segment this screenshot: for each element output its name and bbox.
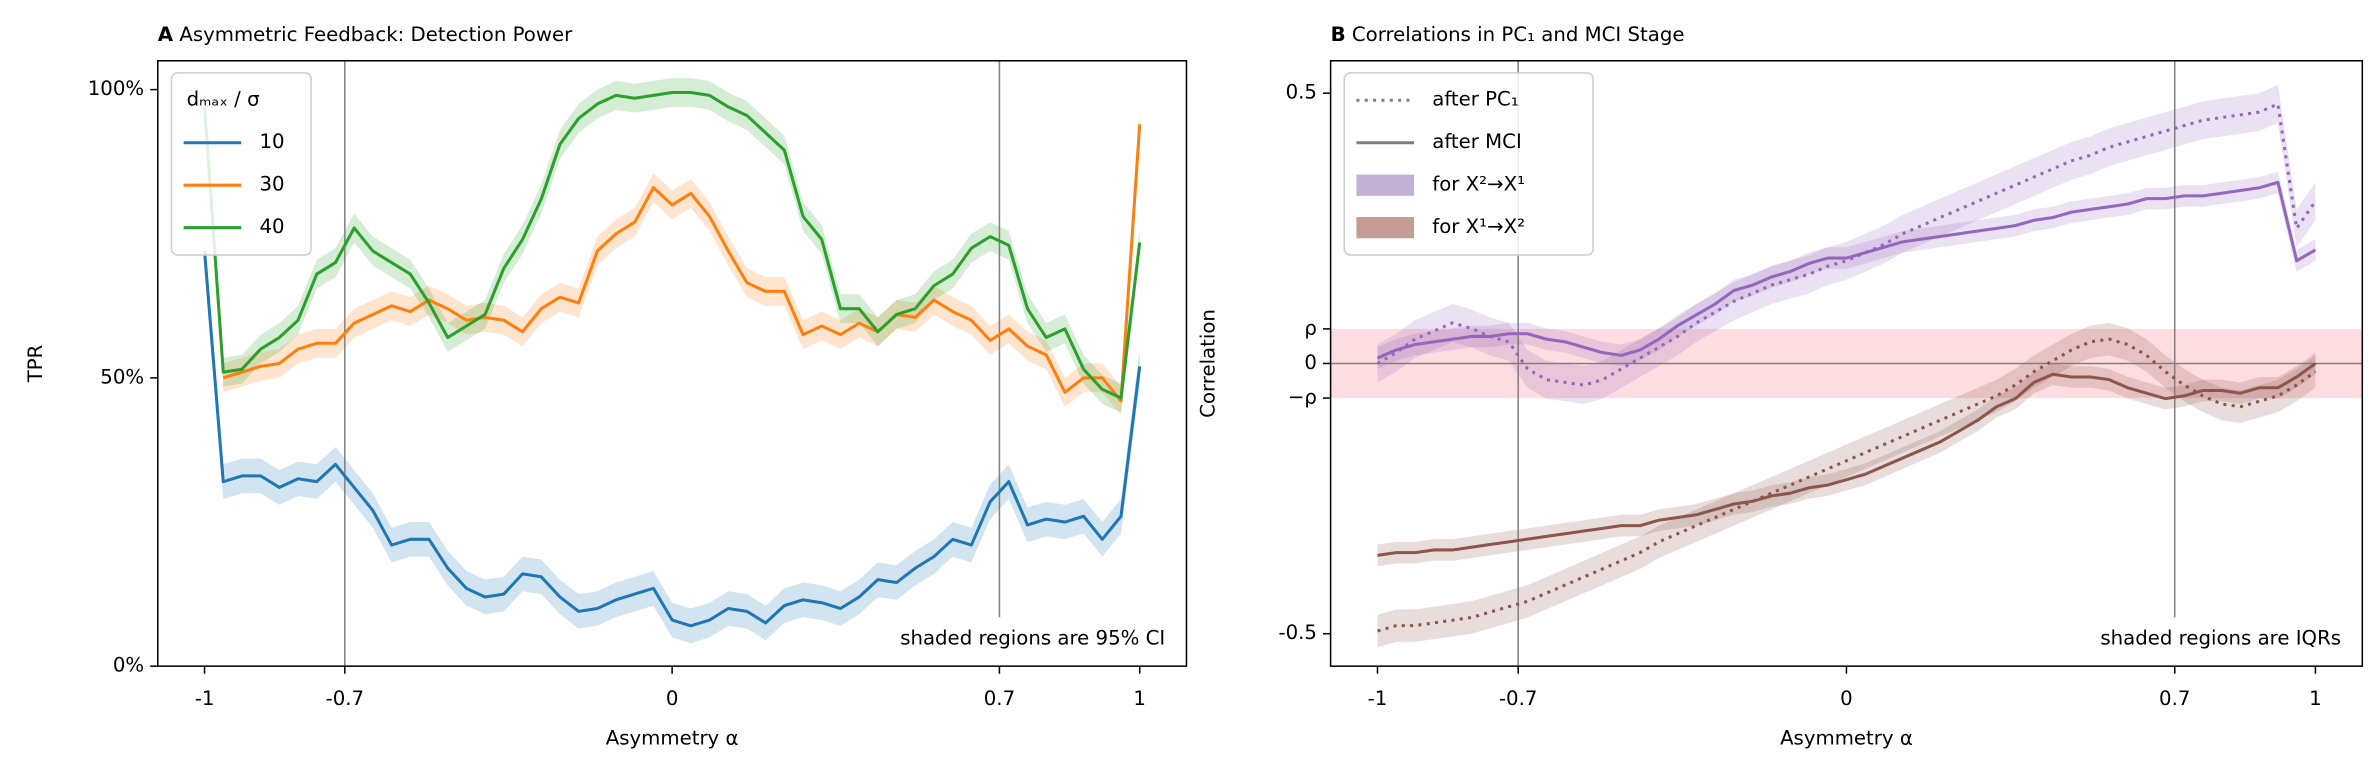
legend-title: dₘₐₓ / σ — [187, 88, 260, 111]
x-tick-label: 0.7 — [2159, 687, 2190, 710]
legend-label: 10 — [259, 130, 284, 153]
x-tick-label: 1 — [1133, 687, 1146, 710]
panel-label: A — [158, 22, 174, 45]
series-line — [222, 124, 1142, 403]
axes-frame — [157, 60, 1188, 667]
series-line — [203, 90, 1142, 400]
legend: dₘₐₓ / σ 10 30 40 — [170, 72, 312, 256]
legend-label: after MCI — [1432, 130, 1522, 153]
x-tick-label: 0 — [1840, 687, 1853, 710]
confidence-band — [204, 233, 1140, 644]
y-tick-label: 0.5 — [1286, 81, 1317, 104]
confidence-band — [223, 109, 1140, 416]
confidence-band — [1377, 85, 2316, 405]
annotation-background — [2088, 617, 2351, 667]
confidence-band — [1377, 322, 2316, 648]
x-tick-label: 1 — [2309, 687, 2322, 710]
y-tick-label: −ρ — [1288, 386, 1317, 409]
legend-patch — [1356, 174, 1415, 196]
x-tick-label: -0.7 — [326, 687, 364, 710]
series-line — [203, 250, 1142, 628]
legend-frame — [1343, 72, 1594, 256]
y-tick-label: ρ — [1304, 316, 1317, 339]
chart-title: A Asymmetric Feedback: Detection Power — [158, 22, 573, 45]
panel-label: B — [1331, 22, 1346, 45]
legend-label: after PC₁ — [1432, 88, 1518, 111]
series-line — [1377, 362, 2317, 557]
plot-area — [203, 60, 1142, 667]
y-tick-label: 100% — [88, 77, 144, 100]
series-line — [1377, 337, 2317, 633]
y-tick-label: 50% — [100, 365, 144, 388]
x-axis-label: Asymmetry α — [606, 726, 739, 749]
series-line — [1376, 180, 2317, 360]
plot-area — [1330, 60, 2363, 667]
y-axis-label: Correlation — [1197, 309, 1220, 418]
confidence-band — [204, 78, 1140, 413]
annotation-background — [888, 617, 1175, 667]
annotation: shaded regions are 95% CI — [900, 626, 1165, 649]
y-tick-label: 0 — [1304, 351, 1317, 374]
series-line — [1376, 102, 2317, 387]
legend-label: 30 — [259, 173, 284, 196]
annotation: shaded regions are IQRs — [2100, 626, 2341, 649]
y-axis-label: TPR — [24, 344, 47, 383]
legend-label: for X²→X¹ — [1432, 173, 1525, 196]
confidence-band — [1377, 352, 2316, 567]
x-axis-label: Asymmetry α — [1780, 726, 1913, 749]
title-text: Asymmetric Feedback: Detection Power — [179, 22, 573, 45]
title-text: Correlations in PC₁ and MCI Stage — [1352, 22, 1685, 45]
legend-patch — [1356, 217, 1415, 239]
x-tick-label: 0 — [666, 687, 679, 710]
x-tick-label: -1 — [195, 687, 215, 710]
legend-label: 40 — [259, 215, 284, 238]
y-tick-label: -0.5 — [1278, 621, 1316, 644]
confidence-band — [1377, 171, 2316, 369]
legend: after PC₁ after MCI for X²→X¹ for X¹→X² — [1343, 72, 1594, 256]
x-tick-label: -0.7 — [1499, 687, 1537, 710]
legend-label: for X¹→X² — [1432, 215, 1525, 238]
chart-title: B Correlations in PC₁ and MCI Stage — [1331, 22, 1685, 45]
x-tick-label: -1 — [1368, 687, 1388, 710]
y-tick-label: 0% — [113, 654, 144, 677]
x-tick-label: 0.7 — [984, 687, 1015, 710]
legend-frame — [170, 72, 312, 256]
